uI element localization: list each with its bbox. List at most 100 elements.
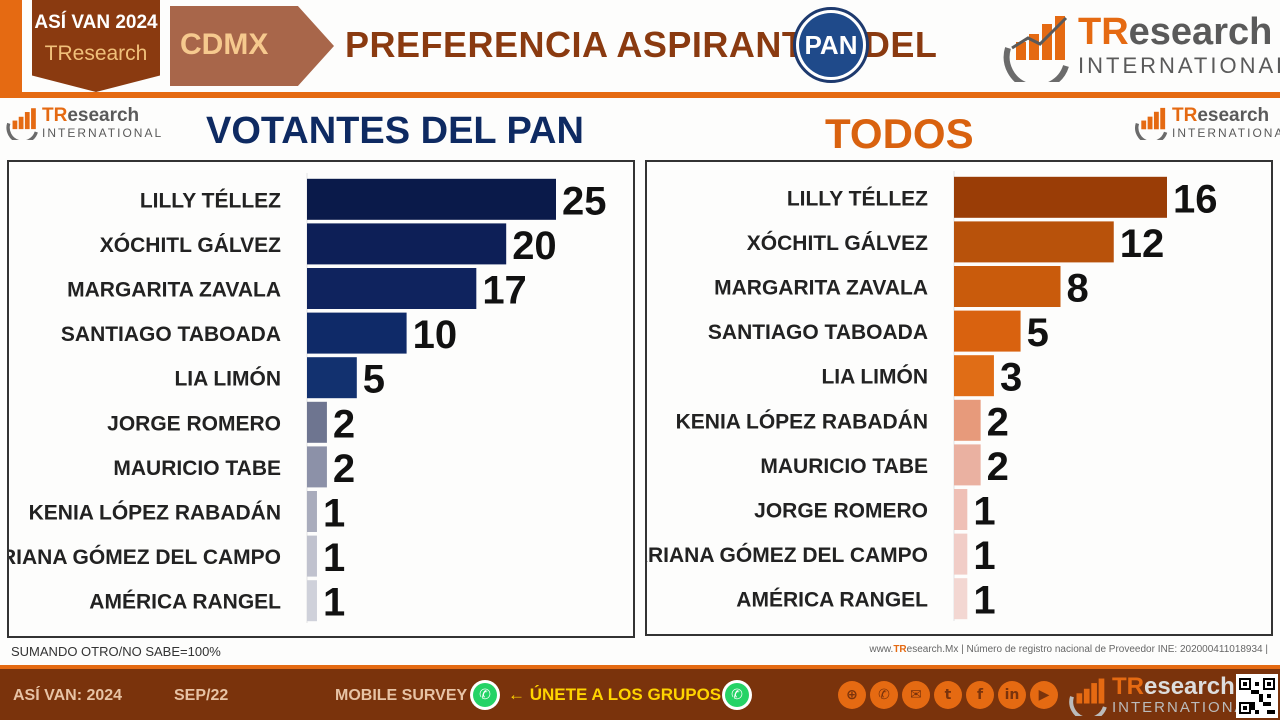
value-label: 25 xyxy=(562,179,607,223)
bar xyxy=(954,310,1021,352)
value-label: 20 xyxy=(512,224,557,268)
category-label: LIA LIMÓN xyxy=(821,365,928,389)
value-label: 1 xyxy=(323,492,345,536)
chart-panel-pan-voters: LILLY TÉLLEZ 25 XÓCHITL GÁLVEZ 20 MARGARITA … xyxy=(7,160,635,638)
brand-name: esearch xyxy=(1128,11,1273,53)
value-label: 2 xyxy=(333,402,355,446)
footer-date: SEP/22 xyxy=(174,687,229,704)
edition-badge-brand: TResearch xyxy=(44,42,148,65)
chart-panel-all: LILLY TÉLLEZ 16 XÓCHITL GÁLVEZ 12 MARGARITA … xyxy=(645,160,1273,636)
bar xyxy=(954,266,1061,307)
edition-badge: ASÍ VAN 2024 TResearch xyxy=(32,0,160,92)
twitter-icon[interactable]: t xyxy=(934,681,962,709)
bar xyxy=(307,178,556,220)
bar xyxy=(307,223,507,265)
join-groups-link[interactable]: ← ÚNETE A LOS GRUPOS → xyxy=(508,685,743,704)
region-label: CDMX xyxy=(180,28,269,61)
tresearch-logo: TResearch INTERNATIONAL xyxy=(998,8,1280,91)
category-label: MAURICIO TABE xyxy=(113,457,281,480)
pan-logo-text: PAN xyxy=(804,29,858,60)
footnote: SUMANDO OTRO/NO SABE=100% xyxy=(11,644,221,659)
mail-icon[interactable]: ✉ xyxy=(902,681,930,709)
bar xyxy=(307,268,477,309)
bar xyxy=(307,312,407,354)
value-label: 16 xyxy=(1173,177,1218,221)
bar xyxy=(954,221,1114,263)
footer-method: MOBILE SURVEY xyxy=(335,687,468,704)
category-label: MARGARITA ZAVALA xyxy=(67,279,281,302)
bar xyxy=(954,176,1167,218)
bar xyxy=(307,446,327,488)
bar xyxy=(307,535,317,577)
category-label: MARIANA GÓMEZ DEL CAMPO xyxy=(9,545,281,569)
bar xyxy=(954,578,968,620)
bar xyxy=(307,357,357,399)
bar xyxy=(954,444,981,486)
category-label: XÓCHITL GÁLVEZ xyxy=(747,231,928,255)
bar xyxy=(954,355,994,397)
category-label: LIA LIMÓN xyxy=(174,367,281,391)
category-label: MARIANA GÓMEZ DEL CAMPO xyxy=(647,543,928,567)
category-label: MAURICIO TABE xyxy=(760,455,928,478)
brand-tagline: INTERNATIONAL xyxy=(1078,53,1280,78)
bar xyxy=(954,533,968,575)
value-label: 1 xyxy=(973,579,995,623)
bar xyxy=(307,401,327,443)
tresearch-logo-mark xyxy=(998,8,1078,91)
tresearch-logo-footer: TResearch INTERNATIONAL xyxy=(1066,674,1257,720)
region-arrow: CDMX xyxy=(170,6,334,86)
category-label: MARGARITA ZAVALA xyxy=(714,277,928,300)
edition-badge-title: ASÍ VAN 2024 xyxy=(34,12,158,33)
value-label: 17 xyxy=(482,269,527,313)
category-label: KENIA LÓPEZ RABADÁN xyxy=(676,409,928,433)
left-panel-title: VOTANTES DEL PAN xyxy=(206,110,584,152)
right-panel-title: TODOS xyxy=(825,110,974,157)
header-divider xyxy=(0,92,1280,98)
qr-code[interactable] xyxy=(1236,674,1278,718)
category-label: XÓCHITL GÁLVEZ xyxy=(100,233,281,257)
footer-bar xyxy=(0,665,1280,720)
category-label: AMÉRICA RANGEL xyxy=(736,589,928,612)
bar xyxy=(954,399,981,441)
category-label: KENIA LÓPEZ RABADÁN xyxy=(29,501,281,525)
value-label: 2 xyxy=(987,445,1009,489)
category-label: LILLY TÉLLEZ xyxy=(140,189,281,212)
bar xyxy=(307,580,317,622)
category-label: SANTIAGO TABOADA xyxy=(61,323,281,346)
value-label: 1 xyxy=(973,534,995,578)
category-label: SANTIAGO TABOADA xyxy=(708,321,928,344)
credit-line: www.TResearch.Mx | Número de registro na… xyxy=(869,644,1268,655)
tresearch-logo-small-right: TResearch INTERNATIONAL xyxy=(1132,104,1280,145)
category-label: JORGE ROMERO xyxy=(754,500,928,523)
footer-edition: ASÍ VAN: 2024 xyxy=(13,687,123,704)
value-label: 5 xyxy=(363,358,385,402)
category-label: AMÉRICA RANGEL xyxy=(89,591,281,614)
tresearch-logo-small-left: TResearch INTERNATIONAL xyxy=(4,104,163,144)
value-label: 2 xyxy=(333,447,355,491)
value-label: 1 xyxy=(323,536,345,580)
facebook-icon[interactable]: f xyxy=(966,681,994,709)
category-label: JORGE ROMERO xyxy=(107,412,281,435)
value-label: 12 xyxy=(1120,222,1165,266)
value-label: 3 xyxy=(1000,356,1022,400)
header-accent-strip xyxy=(0,0,22,92)
globe-icon[interactable]: ⊕ xyxy=(838,681,866,709)
youtube-icon[interactable]: ▶ xyxy=(1030,681,1058,709)
linkedin-icon[interactable]: in xyxy=(998,681,1026,709)
value-label: 2 xyxy=(987,400,1009,444)
value-label: 5 xyxy=(1027,311,1049,355)
value-label: 8 xyxy=(1067,267,1089,311)
phone-icon[interactable]: ✆ xyxy=(870,681,898,709)
whatsapp-icon[interactable]: ✆ xyxy=(470,680,500,710)
category-label: LILLY TÉLLEZ xyxy=(787,187,928,210)
bar xyxy=(954,489,968,530)
value-label: 1 xyxy=(323,581,345,625)
footer-divider xyxy=(0,665,1280,669)
value-label: 10 xyxy=(413,313,458,357)
value-label: 1 xyxy=(973,490,995,534)
whatsapp-icon[interactable]: ✆ xyxy=(722,680,752,710)
pan-party-logo: PAN xyxy=(793,7,869,83)
bar xyxy=(307,491,317,532)
